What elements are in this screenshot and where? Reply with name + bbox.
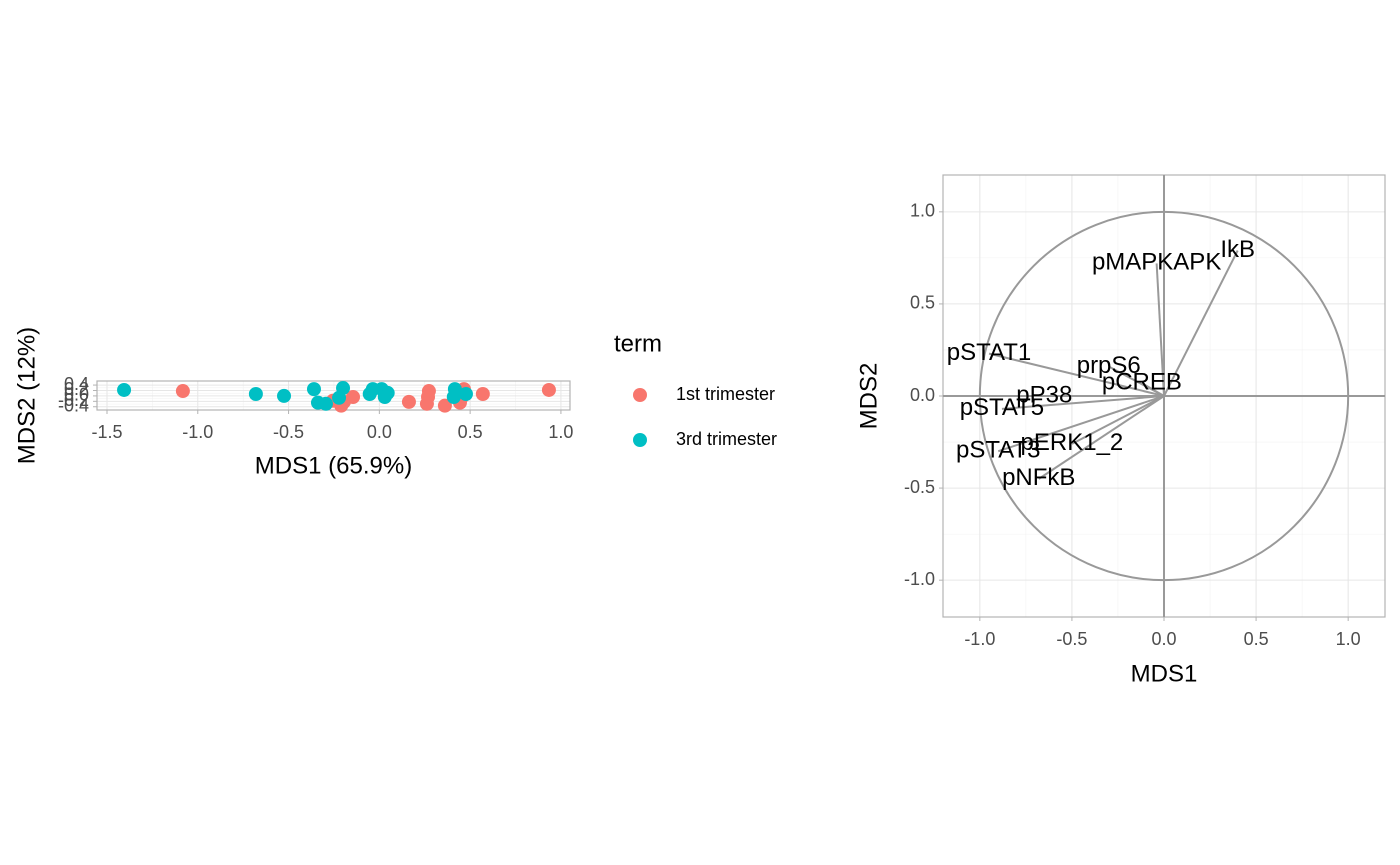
vector-label: pP38 <box>1016 381 1072 408</box>
panel-border <box>96 380 571 411</box>
vector-arrow <box>1163 250 1239 397</box>
y-tick-label: 0.2 <box>64 379 89 399</box>
point <box>248 387 263 402</box>
y-tick-label: -0.5 <box>904 477 935 497</box>
vector-label: prpS6 <box>1077 352 1141 379</box>
vector-label: pERK1_2 <box>1021 429 1124 456</box>
vector-label: pSTAT1 <box>947 339 1031 366</box>
x-tick-label: -1.0 <box>182 422 213 442</box>
vector-label: pMAPKAPK <box>1092 249 1221 276</box>
point <box>446 389 461 404</box>
y-axis-title: MDS2 (12%) <box>13 327 40 464</box>
point <box>277 388 292 403</box>
point <box>318 396 333 411</box>
point <box>458 387 473 402</box>
y-tick-label: 0.0 <box>64 385 89 405</box>
legend-title: term <box>614 330 662 357</box>
y-tick-label: -0.2 <box>58 390 89 410</box>
point <box>541 382 556 397</box>
vector-label: pNFkB <box>1002 464 1075 491</box>
y-tick-label: 0.0 <box>910 385 935 405</box>
x-tick-label: 0.5 <box>1244 629 1269 649</box>
panel: -1.0 -0.5 0.0 0.5 1.0 -1.0 -0.5 0.0 0.5 1.0 MDS1 MD… <box>855 174 1386 687</box>
vector-label: IkB <box>1220 236 1255 263</box>
point <box>332 390 347 405</box>
point <box>175 384 190 399</box>
x-tick-label: 1.0 <box>548 422 573 442</box>
x-tick-label: 0.5 <box>458 422 483 442</box>
y-tick-label: 1.0 <box>910 201 935 221</box>
vector-label: pCREB <box>1102 368 1182 395</box>
y-tick-label: -0.4 <box>58 395 89 415</box>
vector-arrow <box>1155 263 1165 397</box>
legend-label: 1st trimester <box>676 384 775 404</box>
vector-label: pSTAT3 <box>956 437 1040 464</box>
x-tick-label: 0.0 <box>1151 629 1176 649</box>
point <box>401 394 416 409</box>
y-tick-label: 0.4 <box>64 374 89 394</box>
point <box>475 387 490 402</box>
y-tick-label: -1.0 <box>904 569 935 589</box>
vector-arrow <box>1001 395 1165 410</box>
x-tick-label: 1.0 <box>1336 629 1361 649</box>
x-tick-label: -1.5 <box>91 422 122 442</box>
vector-arrow <box>1141 382 1165 397</box>
unit-circle <box>978 210 1350 582</box>
vector-arrow <box>988 352 1165 397</box>
point <box>306 382 321 397</box>
y-axis-title: MDS2 <box>855 363 882 430</box>
point <box>377 389 392 404</box>
x-tick-label: -1.0 <box>964 629 995 649</box>
legend-swatch <box>633 388 647 402</box>
legend-swatch <box>633 433 647 447</box>
point <box>117 382 132 397</box>
legend-label: 3rd trimester <box>676 429 777 449</box>
vector-arrow <box>1038 395 1165 480</box>
x-axis-title: MDS1 (65.9%) <box>255 452 412 479</box>
panel: -1.5 -1.0 -0.5 0.0 0.5 1.0-0.4-0.20.00.20.4MD… <box>13 327 777 480</box>
point <box>419 396 434 411</box>
x-tick-label: 0.0 <box>367 422 392 442</box>
point <box>437 398 452 413</box>
x-axis-title: MDS1 <box>1131 660 1198 687</box>
x-tick-label: -0.5 <box>273 422 304 442</box>
vector-arrow <box>1071 395 1165 445</box>
vector-label: pSTAT5 <box>960 394 1044 421</box>
x-tick-label: -0.5 <box>1056 629 1087 649</box>
vector-arrow <box>997 395 1165 453</box>
y-tick-label: 0.5 <box>910 293 935 313</box>
